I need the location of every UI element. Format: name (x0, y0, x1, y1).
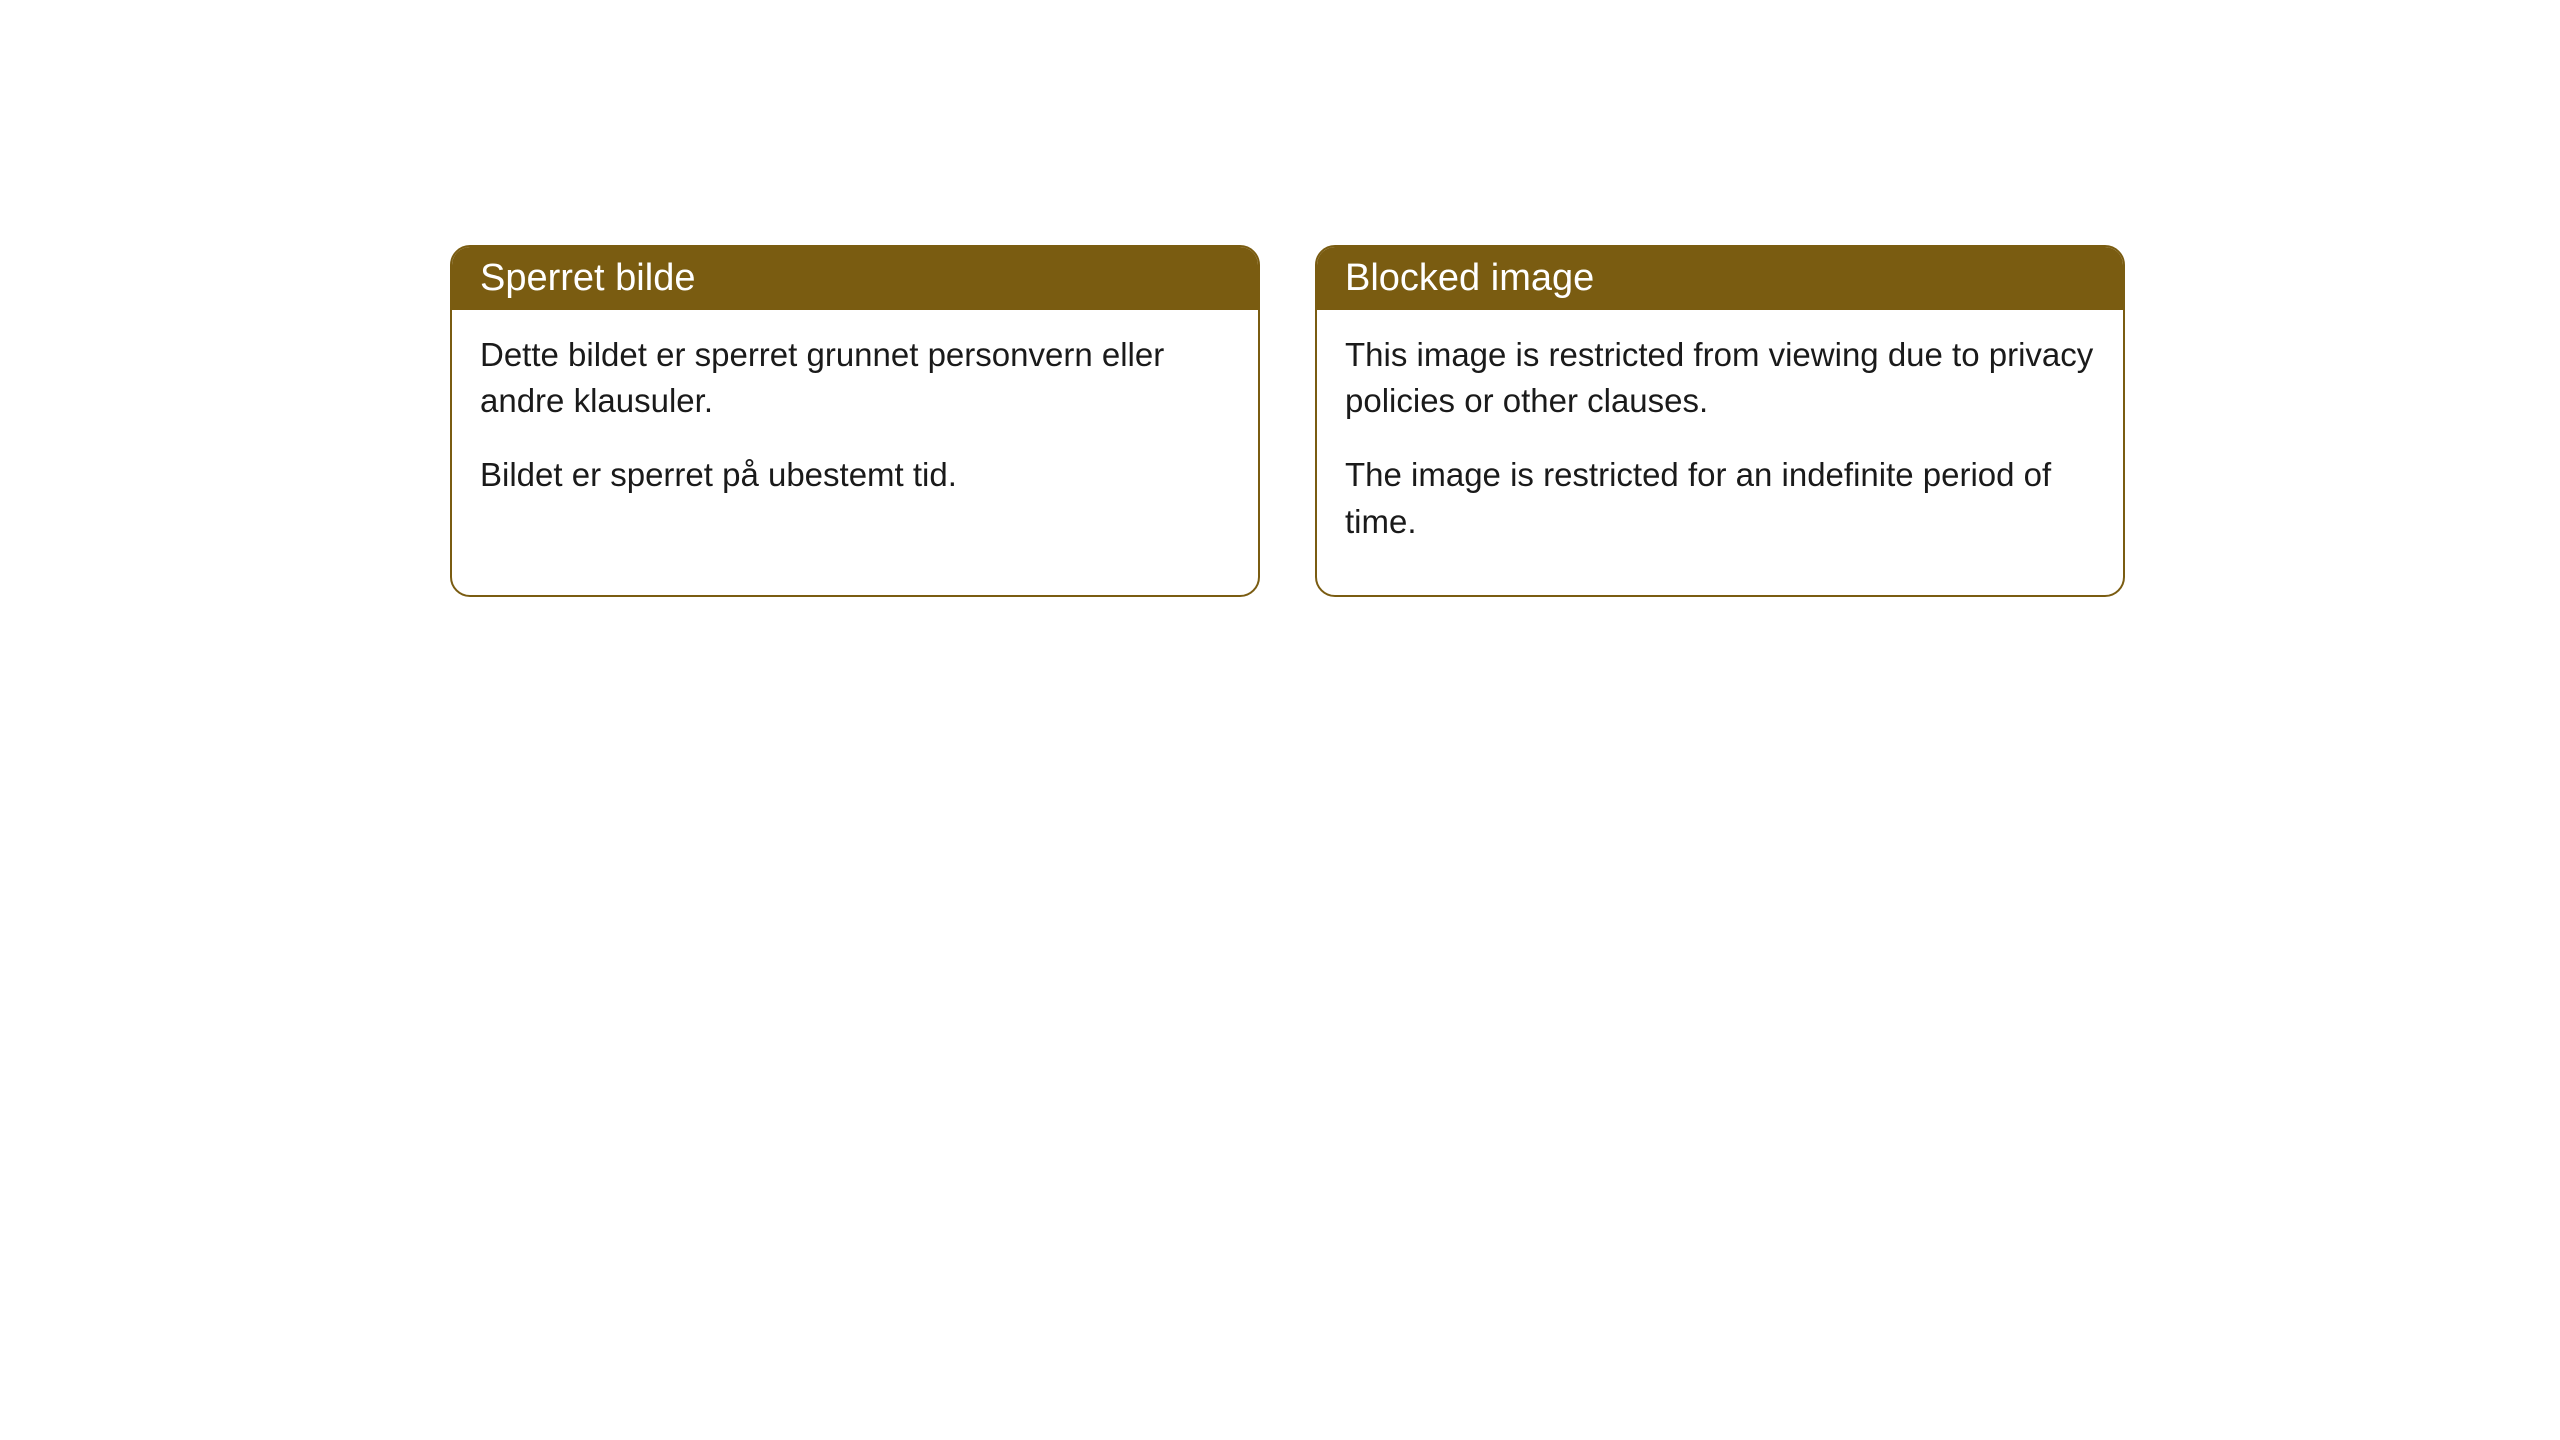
notice-paragraph: This image is restricted from viewing du… (1345, 332, 2095, 424)
notice-header: Blocked image (1317, 247, 2123, 310)
notice-paragraph: The image is restricted for an indefinit… (1345, 452, 2095, 544)
notice-paragraph: Dette bildet er sperret grunnet personve… (480, 332, 1230, 424)
notice-container: Sperret bilde Dette bildet er sperret gr… (450, 245, 2125, 597)
notice-card-english: Blocked image This image is restricted f… (1315, 245, 2125, 597)
notice-body: Dette bildet er sperret grunnet personve… (452, 310, 1258, 549)
notice-body: This image is restricted from viewing du… (1317, 310, 2123, 595)
notice-header: Sperret bilde (452, 247, 1258, 310)
notice-card-norwegian: Sperret bilde Dette bildet er sperret gr… (450, 245, 1260, 597)
notice-paragraph: Bildet er sperret på ubestemt tid. (480, 452, 1230, 498)
